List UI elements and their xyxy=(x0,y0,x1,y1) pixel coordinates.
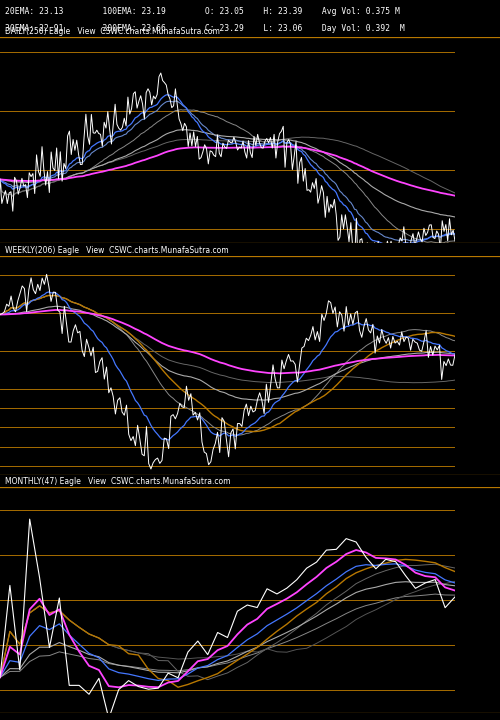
Text: WEEKLY(206) Eagle   View  CSWC.charts.MunafaSutra.com: WEEKLY(206) Eagle View CSWC.charts.Munaf… xyxy=(4,246,228,254)
Text: DAILY(250) Eagle   View  CSWC.charts.MunafaSutra.com: DAILY(250) Eagle View CSWC.charts.Munafa… xyxy=(4,27,220,37)
Text: MONTHLY(47) Eagle   View  CSWC.charts.MunafaSutra.com: MONTHLY(47) Eagle View CSWC.charts.Munaf… xyxy=(4,477,230,486)
Text: 30EMA: 22.91        200EMA: 23.66        C: 23.29    L: 23.06    Day Vol: 0.392 : 30EMA: 22.91 200EMA: 23.66 C: 23.29 L: 2… xyxy=(5,24,405,33)
Text: 20EMA: 23.13        100EMA: 23.19        O: 23.05    H: 23.39    Avg Vol: 0.375 : 20EMA: 23.13 100EMA: 23.19 O: 23.05 H: 2… xyxy=(5,7,400,17)
